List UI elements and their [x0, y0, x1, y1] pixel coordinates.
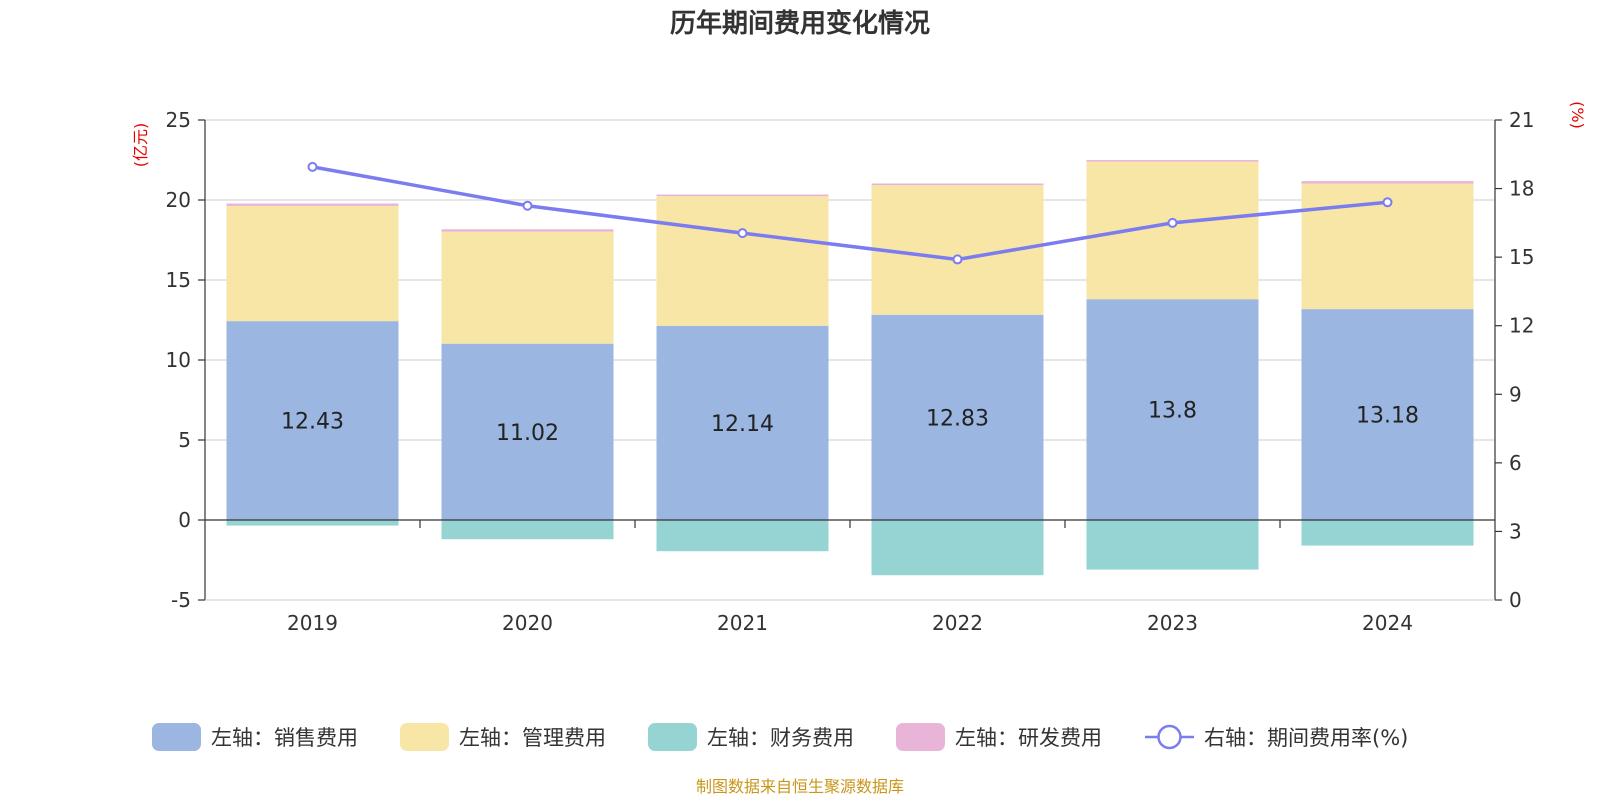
- finance-bar: [871, 520, 1044, 576]
- right-tick-label: 3: [1509, 519, 1522, 543]
- rate-point: [1382, 197, 1393, 208]
- sales-bar: [1086, 299, 1259, 520]
- left-tick-label: 25: [166, 108, 191, 132]
- rate-point: [952, 254, 963, 265]
- bars: [226, 160, 1474, 576]
- legend-swatch-sales: [152, 723, 201, 751]
- sales-bar: [1301, 309, 1474, 520]
- rate-point: [1167, 217, 1178, 228]
- rd-bar: [226, 203, 399, 206]
- right-tick-label: 6: [1509, 451, 1522, 475]
- finance-bar: [1301, 520, 1474, 546]
- rate-line-path: [312, 165, 1388, 262]
- rate-point: [307, 161, 318, 172]
- rd-bar: [1086, 160, 1259, 162]
- right-tick-label: 21: [1509, 108, 1534, 132]
- sales-value-label: 13.18: [1356, 404, 1419, 429]
- legend-label-sales: 左轴：销售费用: [211, 726, 358, 750]
- sales-value-label: 11.02: [496, 421, 559, 446]
- x-tick-label: 2022: [932, 611, 983, 635]
- legend-label-admin: 左轴：管理费用: [459, 726, 606, 750]
- sales-bar: [226, 321, 399, 520]
- right-axis-unit: (%): [1568, 101, 1587, 129]
- finance-bar: [441, 520, 614, 540]
- left-tick-label: 10: [166, 348, 191, 372]
- left-tick-label: 20: [166, 188, 191, 212]
- sales-bar: [656, 325, 829, 520]
- legend-label-rd: 左轴：研发费用: [955, 726, 1102, 750]
- sales-value-label: 12.43: [281, 410, 344, 435]
- rd-bar: [441, 229, 614, 232]
- rate-point: [737, 228, 748, 239]
- axes: -5 0 5 10 15 20 25 0 3 6 9 12 15 18 21 2019 2020 2021 2022…: [166, 108, 1535, 635]
- finance-bar: [656, 520, 829, 552]
- sales-bar: [441, 343, 614, 520]
- sales-value-label: 12.83: [926, 406, 989, 431]
- legend-swatch-finance: [648, 723, 697, 751]
- left-tick-label: 0: [178, 508, 191, 532]
- sales-value-label: 13.8: [1148, 399, 1197, 424]
- right-tick-label: 12: [1509, 314, 1534, 338]
- legend: 左轴：销售费用 左轴：管理费用 左轴：财务费用 左轴：研发费用 右轴：期间费用率(%): [152, 723, 1408, 751]
- legend-swatch-rd: [896, 723, 945, 751]
- legend-swatch-admin: [400, 723, 449, 751]
- right-tick-label: 18: [1509, 177, 1534, 201]
- admin-bar: [441, 231, 614, 344]
- sales-value-label: 12.14: [711, 412, 774, 437]
- bar-labels: 12.43 11.02 12.14 12.83 13.8 13.18: [281, 399, 1419, 446]
- right-tick-label: 0: [1509, 588, 1522, 612]
- legend-label-finance: 左轴：财务费用: [707, 726, 854, 750]
- chart-title: 历年期间费用变化情况: [670, 8, 930, 39]
- legend-label-rate: 右轴：期间费用率(%): [1204, 726, 1408, 750]
- admin-bar: [226, 205, 399, 322]
- x-tick-label: 2019: [287, 611, 338, 635]
- x-tick-label: 2021: [717, 611, 768, 635]
- admin-bar: [656, 196, 829, 326]
- rate-point: [522, 200, 533, 211]
- right-tick-label: 15: [1509, 245, 1534, 269]
- left-tick-label: 5: [178, 428, 191, 452]
- admin-bar: [1086, 161, 1259, 300]
- legend-marker-rate: [1157, 724, 1182, 750]
- finance-bar: [1086, 520, 1259, 570]
- x-tick-label: 2024: [1362, 611, 1413, 635]
- sales-bar: [871, 314, 1044, 520]
- rd-bar: [656, 194, 829, 197]
- x-tick-label: 2023: [1147, 611, 1198, 635]
- finance-bar: [226, 520, 399, 526]
- right-tick-label: 9: [1509, 382, 1522, 406]
- left-tick-label: -5: [171, 588, 191, 612]
- rd-bar: [871, 183, 1044, 186]
- source-note: 制图数据来自恒生聚源数据库: [696, 777, 904, 796]
- rd-bar: [1301, 181, 1474, 184]
- rate-line: [307, 161, 1393, 265]
- left-axis-unit: (亿元): [131, 123, 150, 168]
- x-tick-label: 2020: [502, 611, 553, 635]
- left-tick-label: 15: [166, 268, 191, 292]
